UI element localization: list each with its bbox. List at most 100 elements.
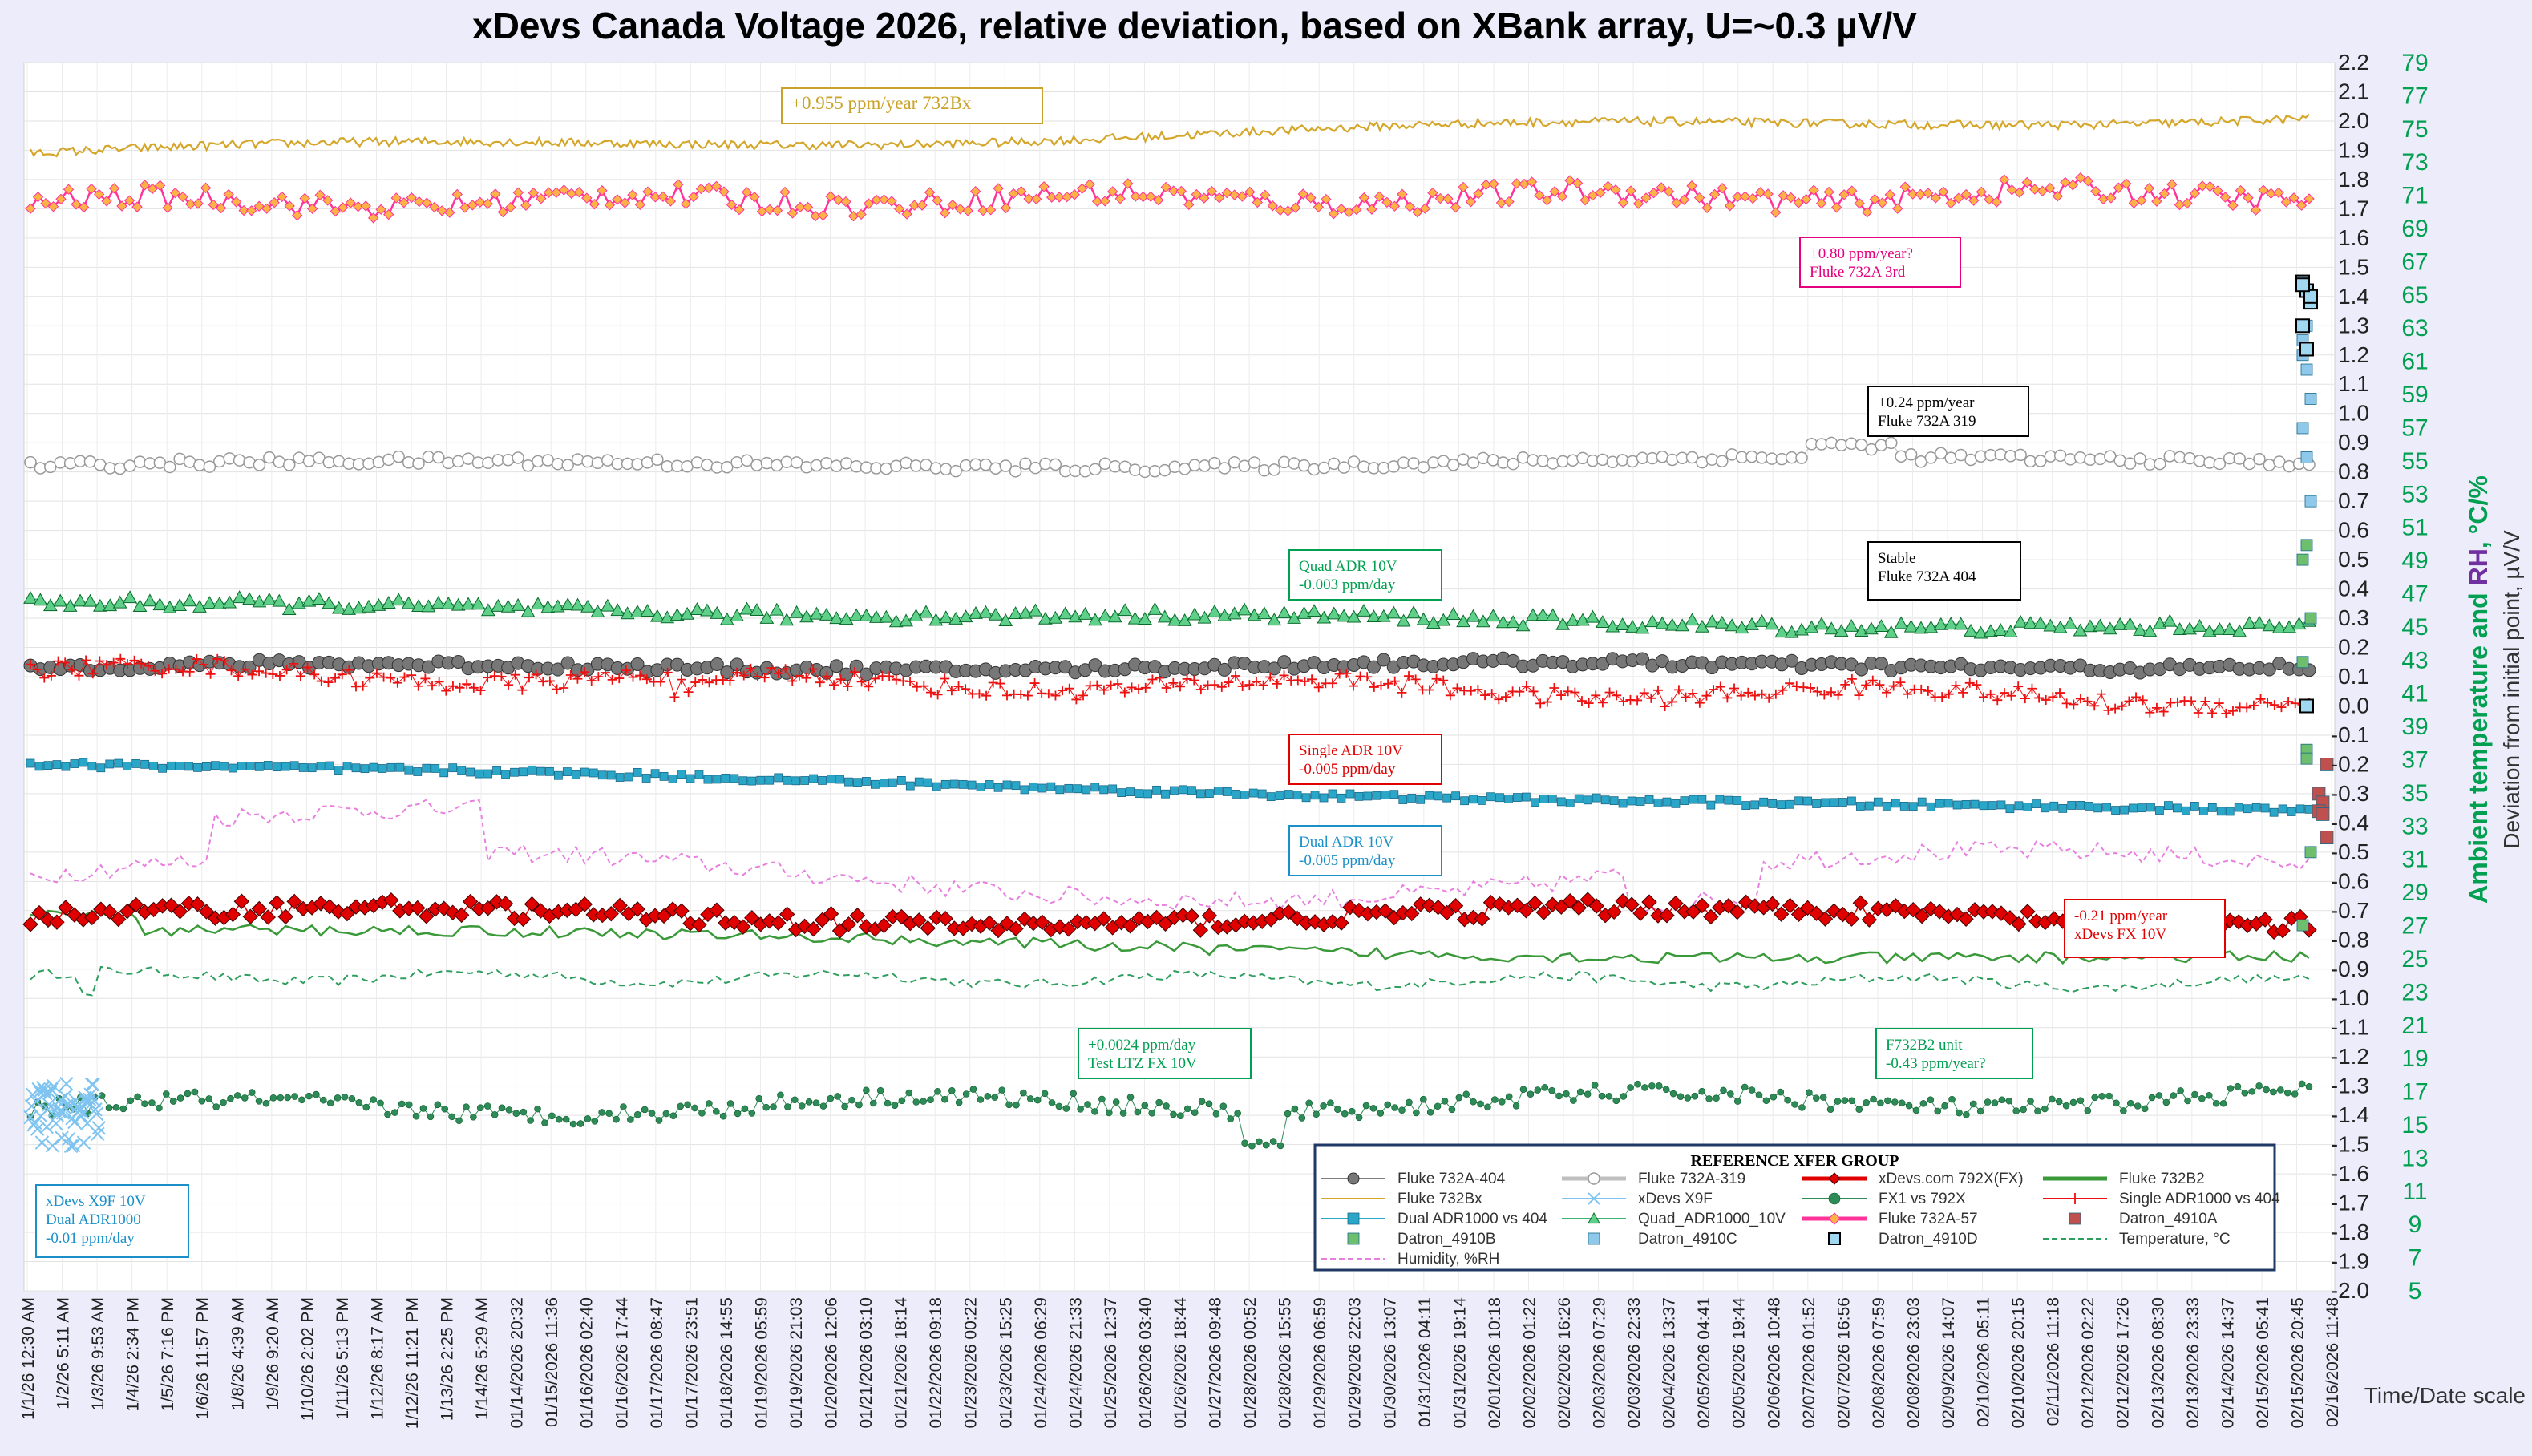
series-quad-adr1000-marker bbox=[560, 597, 576, 611]
series-xdevs-792x-marker bbox=[269, 895, 285, 911]
series-fx1-vs-792x-marker bbox=[2126, 1099, 2134, 1107]
series-fx1-vs-792x-marker bbox=[1055, 1102, 1063, 1110]
series-fx1-vs-792x-marker bbox=[1991, 1099, 1999, 1106]
series-dual-adr1000-marker bbox=[923, 778, 932, 787]
series-fx1-vs-792x-marker bbox=[520, 1108, 528, 1116]
series-fx1-vs-792x-marker bbox=[169, 1098, 177, 1105]
series-single-adr1000-marker bbox=[420, 673, 431, 684]
series-dual-adr1000-marker bbox=[668, 774, 677, 783]
series-xdevs-792x-marker bbox=[1095, 911, 1112, 927]
series-fluke-732a-57-marker bbox=[787, 208, 799, 219]
series-single-adr1000-marker bbox=[1570, 687, 1580, 698]
series-fx1-vs-792x-marker bbox=[755, 1094, 763, 1102]
series-fx1-vs-792x-marker bbox=[1956, 1109, 1963, 1117]
series-fluke-732a-57-marker bbox=[162, 202, 173, 213]
series-dual-adr1000-marker bbox=[1469, 795, 1478, 804]
y-tick-label: 2.0 bbox=[2338, 108, 2369, 133]
series-fluke-732a-57-marker bbox=[1587, 189, 1599, 201]
annotation-text: Fluke 732A 3rd bbox=[1810, 264, 1906, 281]
series-fx1-vs-792x-marker bbox=[898, 1097, 906, 1105]
series-dual-adr1000-marker bbox=[1618, 799, 1628, 808]
series-fluke-732a-319-marker bbox=[2123, 457, 2137, 470]
series-fx1-vs-792x-marker bbox=[2098, 1092, 2105, 1100]
series-dual-adr1000-marker bbox=[26, 758, 35, 768]
series-fx1-vs-792x-marker bbox=[1148, 1109, 1156, 1117]
series-quad-adr1000-marker bbox=[1446, 607, 1461, 620]
series-fx1-vs-792x-marker bbox=[584, 1115, 592, 1122]
series-xdevs-792x-marker bbox=[1782, 897, 1798, 914]
y2-axis-label: Ambient temperature and RH, °C/% bbox=[2464, 475, 2493, 904]
series-dual-adr1000-marker bbox=[1222, 787, 1232, 796]
series-fx1-vs-792x-marker bbox=[998, 1086, 1005, 1094]
series-dual-adr1000-marker bbox=[1478, 796, 1486, 805]
series-fluke-732a-319-marker bbox=[760, 456, 774, 470]
series-fluke-732a-319-marker bbox=[193, 459, 206, 471]
series-xdevs-792x-marker bbox=[383, 892, 399, 908]
series-single-adr1000-marker bbox=[434, 677, 444, 687]
series-dual-adr1000-marker bbox=[589, 768, 598, 778]
annotation-text: xDevs X9F 10V bbox=[46, 1193, 146, 1210]
series-fluke-732a-57-marker bbox=[1526, 176, 1538, 188]
series-quad-adr1000-marker bbox=[669, 608, 685, 621]
series-fx1-vs-792x-marker bbox=[2205, 1091, 2213, 1099]
y-tick-label: 0.8 bbox=[2338, 459, 2369, 484]
series-quad-adr1000-marker bbox=[391, 593, 406, 606]
y-tick-label: -2.0 bbox=[2331, 1278, 2369, 1303]
series-single-adr1000-marker bbox=[697, 674, 707, 685]
x-tick-label: 01/28/2026 15:55 bbox=[1276, 1297, 1295, 1429]
series-xdevs-792x-marker bbox=[876, 917, 892, 934]
series-single-adr1000-marker bbox=[337, 669, 347, 680]
series-dual-adr1000-marker bbox=[439, 768, 449, 778]
series-xdevs-792x-marker bbox=[1852, 895, 1869, 911]
series-fluke-732a-57-marker bbox=[2143, 183, 2155, 194]
series-fluke-732a-57-marker bbox=[1297, 188, 1309, 200]
series-fx1-vs-792x-marker bbox=[1648, 1082, 1656, 1090]
series-fluke-732a-57-marker bbox=[680, 198, 692, 210]
series-fluke-732a-57-marker bbox=[2280, 196, 2292, 208]
series-fluke-732a-319-marker bbox=[940, 463, 953, 475]
series-dual-adr1000-marker bbox=[1011, 781, 1021, 791]
series-single-adr1000-marker bbox=[1473, 685, 1483, 695]
y2-tick-label: 37 bbox=[2401, 747, 2428, 774]
series-xdevs-792x-marker bbox=[2002, 910, 2018, 926]
series-dual-adr1000-marker bbox=[844, 777, 853, 787]
series-xdevs-792x-marker bbox=[102, 904, 118, 920]
series-dual-adr1000-marker bbox=[1082, 785, 1091, 795]
series-fx1-vs-792x-marker bbox=[1183, 1105, 1191, 1113]
series-quad-adr1000-marker bbox=[859, 608, 874, 621]
y-tick-label: 1.9 bbox=[2338, 137, 2369, 162]
x-tick-label: 1/8/26 4:39 AM bbox=[229, 1297, 247, 1410]
series-quad-adr1000-marker bbox=[143, 593, 157, 607]
series-fluke-732a-57-marker bbox=[436, 205, 447, 216]
series-quad-adr1000-marker bbox=[1933, 617, 1948, 630]
series-quad-adr1000-marker bbox=[1664, 617, 1680, 631]
series-single-adr1000-marker bbox=[2263, 698, 2273, 708]
series-fluke-732a-57-marker bbox=[1632, 198, 1644, 209]
series-quad-adr1000-marker bbox=[730, 609, 744, 621]
y-tick-label: -1.9 bbox=[2331, 1249, 2369, 1274]
series-dual-adr1000-marker bbox=[1917, 797, 1927, 807]
series-single-adr1000-marker bbox=[1923, 686, 1933, 696]
y-axis-label: Deviation from initial point, µV/V bbox=[2499, 530, 2524, 849]
series-fluke-732a-57-marker bbox=[802, 201, 814, 213]
series-single-adr1000-marker bbox=[1833, 690, 1843, 700]
series-fx1-vs-792x-marker bbox=[391, 1109, 398, 1116]
series-single-adr1000-marker bbox=[496, 671, 507, 681]
series-single-adr1000-marker bbox=[441, 686, 451, 696]
series-single-adr1000-marker bbox=[669, 692, 680, 702]
series-single-adr1000-marker bbox=[1058, 686, 1068, 696]
series-fluke-732a-57-marker bbox=[1434, 192, 1446, 204]
series-fx1-vs-792x-marker bbox=[1627, 1084, 1634, 1091]
series-quad-adr1000-marker bbox=[1526, 608, 1540, 621]
series-xdevs-792x-marker bbox=[673, 903, 690, 919]
series-dual-adr1000-marker bbox=[1135, 789, 1143, 799]
series-fx1-vs-792x-marker bbox=[948, 1087, 956, 1094]
series-quad-adr1000-marker bbox=[978, 605, 993, 618]
series-fx1-vs-792x-marker bbox=[455, 1117, 463, 1125]
x-tick-label: 02/13/2026 08:30 bbox=[2149, 1297, 2167, 1429]
series-dual-adr1000-marker bbox=[2129, 803, 2138, 813]
series-fx1-vs-792x-marker bbox=[448, 1113, 455, 1121]
series-fx1-vs-792x-marker bbox=[784, 1103, 791, 1110]
series-fx1-vs-792x-marker bbox=[927, 1096, 934, 1104]
series-fluke-732a-319-marker bbox=[2213, 457, 2227, 471]
